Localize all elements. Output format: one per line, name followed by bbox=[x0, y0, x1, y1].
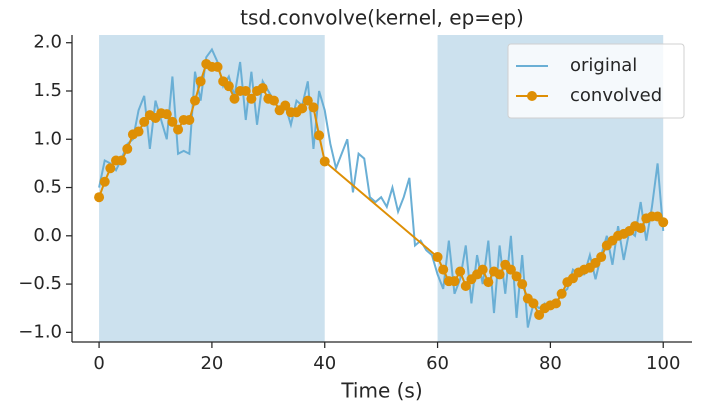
x-tick-label: 0 bbox=[93, 353, 104, 374]
marker bbox=[240, 85, 251, 96]
marker bbox=[505, 264, 516, 275]
marker bbox=[314, 130, 325, 141]
marker bbox=[99, 176, 110, 187]
x-tick-label: 100 bbox=[646, 353, 680, 374]
marker bbox=[449, 276, 460, 287]
marker bbox=[280, 100, 291, 111]
marker bbox=[173, 124, 184, 135]
marker bbox=[438, 264, 449, 275]
marker bbox=[534, 309, 545, 320]
marker bbox=[477, 264, 488, 275]
epoch-span bbox=[99, 35, 325, 342]
y-tick-label: 0.5 bbox=[33, 177, 62, 198]
x-tick-label: 40 bbox=[313, 353, 336, 374]
marker bbox=[189, 95, 200, 106]
marker bbox=[139, 116, 150, 127]
marker bbox=[105, 163, 116, 174]
x-axis-label: Time (s) bbox=[340, 379, 422, 403]
y-tick-label: 1.5 bbox=[33, 80, 62, 101]
marker bbox=[460, 281, 471, 292]
marker bbox=[94, 192, 105, 203]
marker bbox=[455, 266, 466, 277]
legend-box bbox=[507, 43, 685, 119]
chart-title: tsd.convolve(kernel, ep=ep) bbox=[240, 6, 524, 30]
marker bbox=[184, 114, 195, 125]
marker bbox=[551, 298, 562, 309]
marker bbox=[223, 81, 234, 92]
marker bbox=[556, 288, 567, 299]
y-tick-label: 1.0 bbox=[33, 128, 62, 149]
marker bbox=[246, 93, 257, 104]
marker bbox=[133, 126, 144, 137]
marker bbox=[319, 156, 330, 167]
legend-label: original bbox=[570, 55, 637, 76]
marker bbox=[297, 103, 308, 114]
x-tick-label: 80 bbox=[539, 353, 562, 374]
marker bbox=[161, 109, 172, 120]
x-tick-label: 20 bbox=[200, 353, 223, 374]
marker bbox=[494, 269, 505, 280]
legend-label: convolved bbox=[570, 85, 662, 106]
marker bbox=[257, 83, 268, 94]
marker bbox=[268, 95, 279, 106]
y-tick-label: 0.0 bbox=[33, 225, 62, 246]
marker bbox=[122, 143, 133, 154]
marker bbox=[212, 61, 223, 72]
marker bbox=[483, 277, 494, 288]
marker bbox=[596, 252, 607, 263]
marker bbox=[116, 155, 127, 166]
x-tick-label: 60 bbox=[426, 353, 449, 374]
marker bbox=[658, 217, 669, 228]
marker bbox=[195, 76, 206, 87]
marker bbox=[517, 279, 528, 290]
marker bbox=[511, 271, 522, 282]
marker bbox=[229, 93, 240, 104]
marker bbox=[302, 95, 313, 106]
y-tick-label: −1.0 bbox=[18, 321, 62, 342]
marker bbox=[635, 223, 646, 234]
marker bbox=[528, 298, 539, 309]
marker bbox=[167, 116, 178, 127]
y-tick-label: 2.0 bbox=[33, 32, 62, 53]
legend-marker bbox=[527, 91, 537, 101]
marker bbox=[308, 102, 319, 113]
y-tick-label: −0.5 bbox=[18, 273, 62, 294]
marker bbox=[432, 252, 443, 263]
